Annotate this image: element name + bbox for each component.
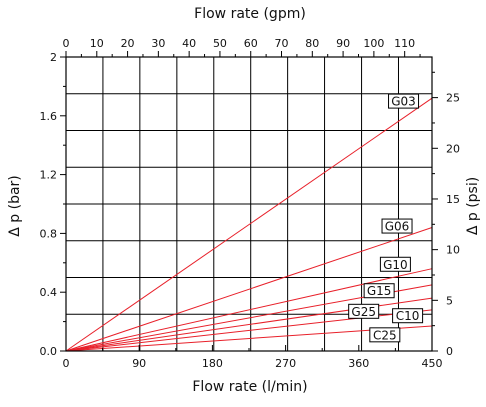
right-axis-title: Δ p (psi) (465, 177, 481, 235)
top-tick-label: 10 (90, 37, 104, 50)
series-label-box (381, 218, 413, 234)
left-tick-label: 2 (50, 51, 57, 64)
top-tick-label: 70 (275, 37, 289, 50)
left-tick-label: 1.2 (40, 169, 58, 182)
right-tick-label: 20 (446, 142, 460, 155)
bottom-tick-label: 180 (202, 357, 223, 370)
bottom-axis-title: Flow rate (l/min) (192, 379, 307, 395)
bottom-tick-label: 0 (63, 357, 70, 370)
series-label-box (363, 283, 395, 299)
top-tick-label: 20 (121, 37, 135, 50)
left-tick-label: 0.0 (40, 345, 58, 358)
bottom-tick-label: 450 (422, 357, 443, 370)
right-tick-label: 5 (446, 294, 453, 307)
series-label-box (369, 327, 401, 343)
top-tick-label: 80 (305, 37, 319, 50)
series-label-box (379, 256, 411, 272)
series-label-g03: G03 (391, 95, 416, 109)
top-tick-label: 110 (394, 37, 415, 50)
bottom-tick-label: 90 (132, 357, 146, 370)
right-tick-label: 0 (446, 345, 453, 358)
right-tick-label: 25 (446, 92, 460, 105)
top-tick-label: 90 (336, 37, 350, 50)
left-tick-label: 0.8 (40, 227, 58, 240)
series-label-box (392, 308, 424, 324)
series-line-g03 (65, 97, 433, 352)
series-label-g06: G06 (385, 220, 410, 234)
right-tick-label: 10 (446, 244, 460, 257)
grid (66, 57, 432, 351)
series-label-c25: C25 (373, 328, 397, 342)
series-label-g25: G25 (351, 305, 376, 319)
series-label-box (388, 93, 420, 109)
series-label-g10: G10 (383, 258, 408, 272)
series-labels: G03 G06 G10 G15 G25 C10 C25 (348, 93, 424, 343)
top-tick-label: 100 (363, 37, 384, 50)
left-tick-label: 0.4 (40, 286, 58, 299)
series-label-box (348, 303, 380, 319)
bottom-tick-label: 360 (348, 357, 369, 370)
top-tick-label: 50 (213, 37, 227, 50)
top-tick-label: 0 (63, 37, 70, 50)
bottom-tick-label: 270 (275, 357, 296, 370)
left-axis-title: Δ p (bar) (7, 175, 23, 237)
series-label-c10: C10 (396, 309, 420, 323)
top-tick-label: 30 (151, 37, 165, 50)
series-label-g15: G15 (367, 284, 392, 298)
series-line-g10 (65, 268, 433, 352)
top-tick-label: 40 (182, 37, 196, 50)
right-tick-label: 15 (446, 193, 460, 206)
series-line-g06 (65, 227, 433, 352)
top-tick-label: 60 (244, 37, 258, 50)
left-tick-label: 1.6 (40, 110, 58, 123)
top-axis-title: Flow rate (gpm) (194, 6, 306, 22)
